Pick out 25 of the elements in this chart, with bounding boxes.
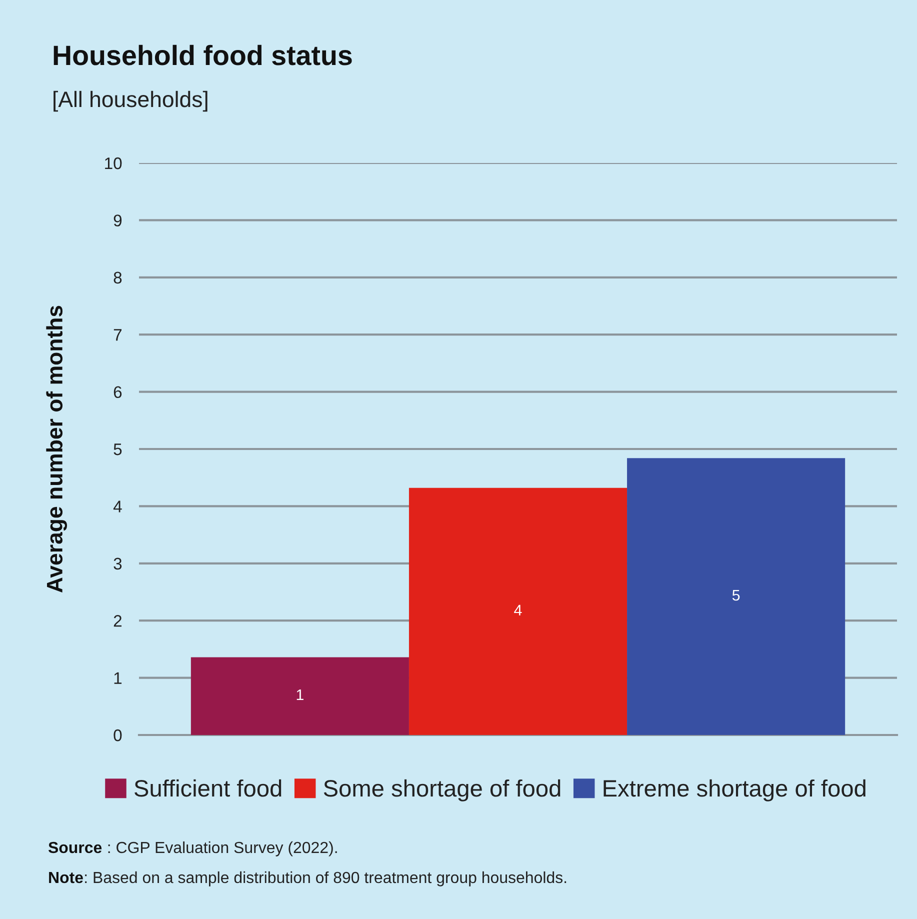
source-note: Source : CGP Evaluation Survey (2022). [48,841,337,856]
y-tick-label: 1 [114,672,122,684]
bar [190,657,409,735]
y-tick-label: 4 [113,500,122,512]
data-label: 5 [732,590,740,601]
legend-label: Some shortage of food [324,779,560,802]
y-tick-label: 9 [114,214,122,226]
chart-subtitle: [All households] [54,90,208,112]
y-tick-label: 0 [114,729,122,742]
y-axis-title: Average number of months [46,306,67,592]
y-tick-label: 2 [114,615,122,627]
y-tick-label: 10 [105,157,122,170]
data-label: 4 [514,604,522,616]
y-tick-label: 3 [114,558,122,570]
legend-label: Sufficient food [134,779,282,797]
bar [408,488,628,735]
data-label: 1 [296,690,304,700]
text: Note: Based on a sample distribution of 890 treatment group households. [49,871,566,886]
y-tick-label: 8 [114,272,122,284]
bar [627,458,846,735]
chart-title: Household food status [54,44,352,66]
y-tick-label: 7 [114,329,122,341]
y-tick-label: 6 [114,386,122,398]
y-tick-label: 5 [114,444,122,456]
legend-label: Extreme shortage of food [604,779,866,802]
